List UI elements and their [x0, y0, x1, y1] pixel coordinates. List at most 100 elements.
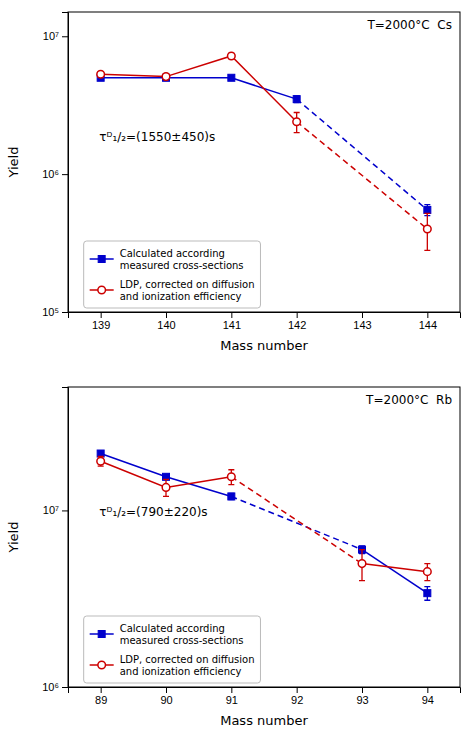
- x-tick: 90: [160, 687, 172, 706]
- series-line: [231, 496, 362, 549]
- y-tick-label: 10⁷: [43, 504, 59, 516]
- y-axis-title: Yield: [6, 147, 21, 179]
- y-tick-label: 10⁶: [42, 681, 59, 693]
- x-axis-title: Mass number: [220, 713, 308, 728]
- panel: 13914014114214314410⁵10⁶10⁷Mass numberYi…: [6, 12, 461, 353]
- data-point: [424, 590, 431, 597]
- legend-label: Calculated accordingmeasured cross-secti…: [120, 248, 244, 271]
- data-point: [358, 560, 366, 568]
- legend-box: [84, 241, 261, 308]
- x-tick-mark: [362, 312, 363, 318]
- y-tick-mark: [62, 687, 68, 688]
- x-tick: 140: [157, 312, 175, 331]
- y-axis: 10⁵ 10⁶ 10⁷: [42, 13, 68, 319]
- y-tick: 10⁶: [42, 168, 68, 180]
- data-point: [293, 96, 300, 103]
- legend-label: LDP, corrected on diffusionand ionizatio…: [120, 279, 255, 302]
- x-tick-label: 93: [356, 694, 368, 706]
- legend: Calculated accordingmeasured cross-secti…: [84, 241, 261, 308]
- y-axis-title: Yield: [6, 522, 21, 554]
- y-tick: 10⁵: [42, 306, 68, 318]
- x-tick-label: 144: [419, 319, 437, 331]
- error-bar: [98, 457, 104, 467]
- data-point: [97, 457, 105, 465]
- x-axis-title: Mass number: [220, 338, 308, 353]
- plot-area: [97, 52, 431, 250]
- y-tick-mark: [62, 510, 68, 511]
- y-axis-line: [62, 388, 69, 688]
- x-axis-line: [69, 688, 461, 694]
- error-bar: [163, 479, 169, 496]
- series-line: [101, 56, 297, 122]
- annotation: τᴰ₁/₂=(1550±450)s: [99, 130, 215, 144]
- legend-box: [84, 616, 261, 683]
- x-tick-label: 90: [160, 694, 172, 706]
- legend-marker: [98, 286, 106, 294]
- error-bar: [228, 470, 234, 485]
- series-line: [297, 99, 428, 210]
- legend-marker: [98, 631, 105, 638]
- error-bar: [294, 112, 300, 132]
- data-point: [424, 206, 431, 213]
- x-tick: 94: [422, 687, 434, 706]
- y-tick-mark: [62, 36, 68, 37]
- y-tick-label: 10⁶: [42, 168, 59, 180]
- x-tick-mark: [166, 687, 167, 693]
- error-bar: [424, 213, 430, 250]
- data-point: [228, 74, 235, 81]
- data-point: [162, 484, 170, 492]
- error-bar: [228, 493, 234, 499]
- x-tick-mark: [231, 312, 232, 318]
- x-tick-mark: [427, 312, 428, 318]
- chart-svg: 13914014114214314410⁵10⁶10⁷Mass numberYi…: [0, 0, 474, 750]
- error-bar: [294, 96, 300, 103]
- legend-marker: [98, 661, 106, 669]
- y-axis: 10⁶ 10⁷: [42, 388, 68, 694]
- x-tick: 144: [419, 312, 437, 331]
- x-tick-label: 141: [223, 319, 241, 331]
- data-point: [162, 73, 170, 81]
- x-tick-label: 143: [353, 319, 371, 331]
- series-line: [101, 78, 297, 99]
- x-tick-mark: [427, 687, 428, 693]
- chart-title: T=2000°C Cs: [366, 18, 452, 32]
- legend-marker: [98, 256, 105, 263]
- x-tick-label: 94: [422, 694, 434, 706]
- data-point: [228, 493, 235, 500]
- plot-frame: [68, 12, 460, 312]
- annotation: τᴰ₁/₂=(790±220)s: [99, 505, 207, 519]
- x-tick: 139: [92, 312, 110, 331]
- x-tick-mark: [166, 312, 167, 318]
- data-point: [424, 225, 432, 233]
- x-tick: 89: [95, 687, 107, 706]
- x-tick: 92: [291, 687, 303, 706]
- panel: 89 90 91 92 93 94 10⁶ 10⁷ Mass number Yield T=2000…: [6, 387, 461, 728]
- series-line: [362, 550, 427, 594]
- y-axis-line: [62, 13, 69, 313]
- x-axis-line: [69, 313, 461, 319]
- y-tick-mark: [62, 174, 68, 175]
- chart-title: T=2000°C Rb: [365, 393, 452, 407]
- error-bar: [163, 74, 169, 80]
- x-tick-label: 139: [92, 319, 110, 331]
- error-bar: [359, 550, 365, 581]
- data-point: [228, 52, 236, 60]
- y-tick-label: 10⁵: [42, 306, 59, 318]
- x-tick-label: 89: [95, 694, 107, 706]
- x-tick-label: 91: [226, 694, 238, 706]
- series-line: [362, 564, 427, 572]
- x-axis: 89 90 91 92 93 94: [69, 687, 461, 706]
- x-tick: 143: [353, 312, 371, 331]
- x-tick: 91: [226, 687, 238, 706]
- x-tick-mark: [297, 312, 298, 318]
- x-tick-mark: [297, 687, 298, 693]
- x-tick: 93: [356, 687, 368, 706]
- legend-label: LDP, corrected on diffusionand ionizatio…: [120, 654, 255, 677]
- data-point: [97, 70, 105, 78]
- x-axis: 139140141142143144: [69, 312, 461, 331]
- legend-label: Calculated accordingmeasured cross-secti…: [120, 623, 244, 646]
- x-tick-mark: [231, 687, 232, 693]
- series-line: [231, 477, 362, 564]
- y-tick: 10⁷: [43, 30, 68, 42]
- x-tick-mark: [101, 312, 102, 318]
